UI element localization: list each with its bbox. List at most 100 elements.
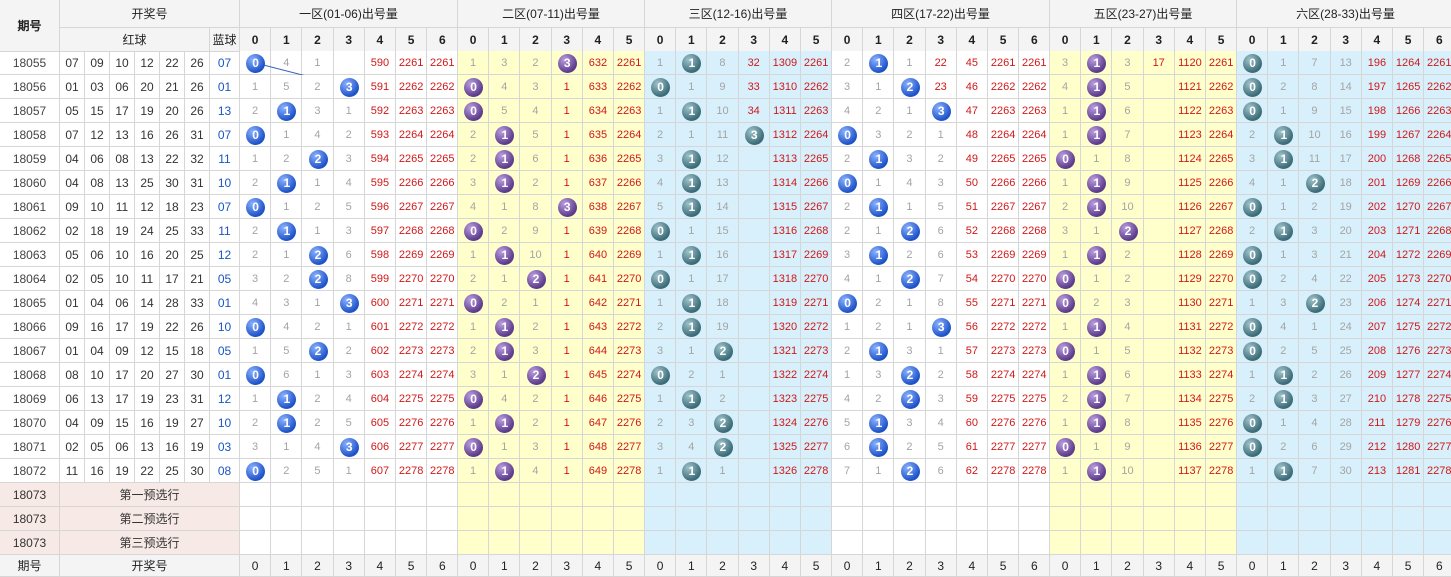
prediction-cell[interactable] (1299, 483, 1331, 507)
prediction-cell[interactable] (427, 483, 459, 507)
prediction-cell[interactable] (1268, 507, 1300, 531)
prediction-cell[interactable] (832, 531, 864, 555)
prediction-cell[interactable] (1268, 483, 1300, 507)
prediction-cell[interactable] (1393, 531, 1425, 555)
prediction-cell[interactable] (1393, 483, 1425, 507)
prediction-cell[interactable] (333, 507, 365, 531)
prediction-cell[interactable] (1050, 483, 1082, 507)
prediction-cell[interactable] (458, 531, 490, 555)
prediction-cell[interactable] (520, 483, 552, 507)
prediction-cell[interactable] (1081, 507, 1113, 531)
prediction-cell[interactable] (458, 483, 490, 507)
prediction-cell[interactable] (1081, 483, 1113, 507)
prediction-cell[interactable] (707, 531, 739, 555)
prediction-cell[interactable] (1050, 531, 1082, 555)
prediction-cell[interactable] (240, 531, 272, 555)
prediction-cell[interactable] (520, 531, 552, 555)
prediction-cell[interactable] (1206, 483, 1238, 507)
prediction-cell[interactable] (894, 531, 926, 555)
prediction-cell[interactable] (1019, 483, 1051, 507)
prediction-cell[interactable] (956, 531, 988, 555)
prediction-cell[interactable] (863, 507, 895, 531)
prediction-cell[interactable] (956, 483, 988, 507)
prediction-cell[interactable] (1299, 531, 1331, 555)
prediction-cell[interactable] (551, 531, 583, 555)
prediction-cell[interactable] (676, 483, 708, 507)
prediction-cell[interactable] (801, 507, 833, 531)
prediction-cell[interactable] (1019, 507, 1051, 531)
prediction-cell[interactable] (240, 483, 272, 507)
prediction-cell[interactable] (396, 531, 428, 555)
prediction-cell[interactable] (1019, 531, 1051, 555)
prediction-cell[interactable] (614, 483, 646, 507)
prediction-cell[interactable] (489, 483, 521, 507)
prediction-cell[interactable] (1112, 483, 1144, 507)
prediction-cell[interactable] (1206, 531, 1238, 555)
prediction-cell[interactable] (1174, 507, 1206, 531)
prediction-cell[interactable] (271, 507, 303, 531)
prediction-cell[interactable] (1143, 507, 1175, 531)
prediction-cell[interactable] (925, 507, 957, 531)
prediction-cell[interactable] (1081, 531, 1113, 555)
prediction-cell[interactable] (551, 507, 583, 531)
prediction-cell[interactable] (271, 483, 303, 507)
prediction-cell[interactable] (645, 531, 677, 555)
prediction-cell[interactable] (1206, 507, 1238, 531)
prediction-cell[interactable] (582, 507, 614, 531)
prediction-cell[interactable] (489, 531, 521, 555)
prediction-cell[interactable] (1112, 531, 1144, 555)
prediction-cell[interactable] (863, 483, 895, 507)
prediction-cell[interactable] (1143, 531, 1175, 555)
prediction-cell[interactable] (925, 531, 957, 555)
prediction-cell[interactable] (551, 483, 583, 507)
prediction-cell[interactable] (396, 507, 428, 531)
prediction-cell[interactable] (1299, 507, 1331, 531)
prediction-cell[interactable] (333, 531, 365, 555)
prediction-cell[interactable] (1361, 483, 1393, 507)
prediction-cell[interactable] (645, 507, 677, 531)
prediction-cell[interactable] (988, 531, 1020, 555)
prediction-cell[interactable] (645, 483, 677, 507)
prediction-cell[interactable] (396, 483, 428, 507)
prediction-cell[interactable] (738, 507, 770, 531)
prediction-cell[interactable] (801, 531, 833, 555)
prediction-cell[interactable] (738, 483, 770, 507)
prediction-cell[interactable] (894, 507, 926, 531)
prediction-cell[interactable] (769, 531, 801, 555)
prediction-cell[interactable] (1393, 507, 1425, 531)
prediction-cell[interactable] (427, 531, 459, 555)
prediction-cell[interactable] (364, 483, 396, 507)
prediction-cell[interactable] (1237, 531, 1269, 555)
prediction-cell[interactable] (1330, 483, 1362, 507)
prediction-cell[interactable] (614, 507, 646, 531)
prediction-cell[interactable] (489, 507, 521, 531)
prediction-cell[interactable] (925, 483, 957, 507)
prediction-cell[interactable] (458, 507, 490, 531)
prediction-cell[interactable] (956, 507, 988, 531)
prediction-cell[interactable] (364, 531, 396, 555)
prediction-cell[interactable] (302, 483, 334, 507)
prediction-cell[interactable] (863, 531, 895, 555)
prediction-cell[interactable] (1237, 507, 1269, 531)
prediction-cell[interactable] (520, 507, 552, 531)
prediction-cell[interactable] (769, 507, 801, 531)
prediction-cell[interactable] (1050, 507, 1082, 531)
prediction-cell[interactable] (302, 531, 334, 555)
prediction-cell[interactable] (271, 531, 303, 555)
prediction-cell[interactable] (1112, 507, 1144, 531)
prediction-cell[interactable] (707, 483, 739, 507)
prediction-cell[interactable] (614, 531, 646, 555)
prediction-cell[interactable] (1268, 531, 1300, 555)
prediction-cell[interactable] (832, 483, 864, 507)
prediction-cell[interactable] (707, 507, 739, 531)
prediction-cell[interactable] (364, 507, 396, 531)
prediction-cell[interactable] (582, 531, 614, 555)
prediction-cell[interactable] (333, 483, 365, 507)
prediction-cell[interactable] (1424, 507, 1451, 531)
prediction-cell[interactable] (1361, 531, 1393, 555)
prediction-cell[interactable] (582, 483, 614, 507)
prediction-cell[interactable] (769, 483, 801, 507)
prediction-cell[interactable] (1143, 483, 1175, 507)
prediction-cell[interactable] (427, 507, 459, 531)
prediction-cell[interactable] (988, 507, 1020, 531)
